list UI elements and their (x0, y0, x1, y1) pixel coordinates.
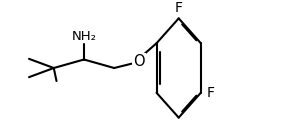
Text: O: O (134, 54, 145, 69)
Text: NH₂: NH₂ (72, 30, 96, 43)
Text: F: F (175, 1, 183, 15)
Text: F: F (207, 86, 215, 100)
